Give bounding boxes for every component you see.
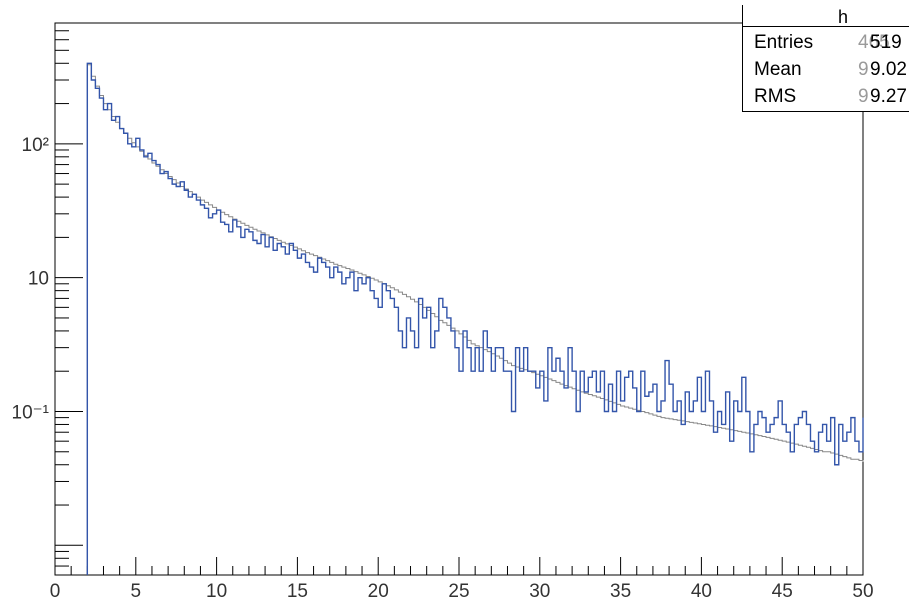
stats-value: 9.02	[870, 59, 907, 80]
x-tick-label: 25	[448, 581, 469, 602]
stats-label: Mean	[754, 59, 802, 80]
x-tick-label: 0	[50, 581, 61, 602]
y-tick-label: 10⁻¹	[12, 402, 50, 423]
x-tick-label: 5	[131, 581, 142, 602]
stats-value-gray: 465	[858, 32, 890, 53]
series-layer	[86, 62, 864, 575]
x-tick-label: 35	[610, 581, 631, 602]
stats-row-rms: RMS 9 9.27	[754, 86, 909, 114]
stats-row-mean: Mean 9 9.02	[754, 59, 909, 87]
stats-label: RMS	[754, 86, 797, 107]
stats-value-gray: 9	[858, 59, 869, 80]
histogram-series	[86, 64, 864, 575]
stats-value: 9.27	[870, 86, 907, 107]
y-tick-label: 10	[28, 269, 49, 290]
x-tick-label: 45	[772, 581, 793, 602]
x-axis-ticks: 0 5 10 15 20 25 30 35 40 45 50	[50, 557, 874, 602]
stats-row-entries: Entries 465 519	[754, 32, 909, 60]
histogram-series	[86, 62, 864, 575]
y-axis-ticks: 10² 10 10⁻¹	[12, 22, 83, 576]
stats-value: 519	[870, 32, 902, 53]
stats-value-gray: 9	[858, 86, 869, 107]
x-tick-label: 30	[529, 581, 550, 602]
stats-title: h	[743, 5, 909, 27]
x-tick-label: 10	[206, 581, 227, 602]
x-tick-label: 15	[287, 581, 308, 602]
x-tick-label: 40	[691, 581, 712, 602]
stats-box: h Entries 465 519 Mean 9 9.02 RMS 9 9.27	[742, 5, 909, 112]
x-tick-label: 20	[368, 581, 389, 602]
stats-label: Entries	[754, 32, 814, 53]
x-tick-label: 50	[852, 581, 873, 602]
y-tick-label: 10²	[22, 135, 49, 156]
